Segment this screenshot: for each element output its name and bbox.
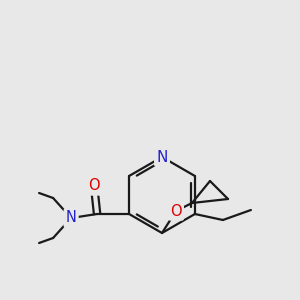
Text: N: N [66,211,76,226]
Text: O: O [88,178,100,194]
Text: O: O [170,203,182,218]
Text: N: N [156,149,168,164]
